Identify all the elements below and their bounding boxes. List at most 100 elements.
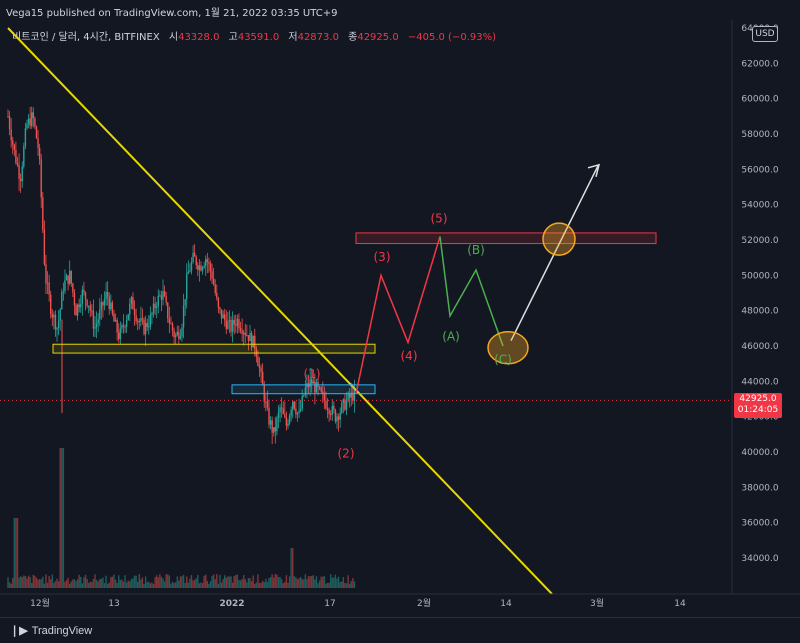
- volume-bar: [352, 578, 354, 588]
- tradingview-logo[interactable]: ❘▶ TradingView: [10, 624, 92, 637]
- volume-bar: [122, 581, 125, 588]
- volume-bar: [205, 574, 207, 588]
- candle-body: [137, 321, 139, 323]
- volume-bar: [331, 577, 333, 588]
- volume-bar: [15, 518, 17, 588]
- candle-body: [336, 416, 338, 422]
- volume-bar: [322, 576, 324, 588]
- candle-body: [186, 273, 188, 300]
- candle-body: [171, 323, 174, 331]
- candle-body: [206, 259, 209, 263]
- candle-body: [325, 400, 327, 409]
- candle-body: [238, 318, 240, 329]
- candle-body: [19, 178, 22, 182]
- volume-bar: [102, 577, 104, 588]
- breakout-circle: [542, 222, 576, 256]
- volume-bar: [40, 579, 42, 588]
- open-label: 시: [168, 32, 179, 43]
- candle-body: [94, 327, 96, 329]
- descending-trendline: [7, 27, 553, 595]
- candle-body: [170, 323, 172, 325]
- volume-bar: [296, 579, 299, 588]
- currency-button[interactable]: USD: [752, 26, 778, 42]
- volume-bar: [12, 578, 14, 588]
- candle-body: [249, 333, 251, 342]
- candle-body: [149, 315, 152, 327]
- volume-bar: [138, 574, 140, 588]
- candle-body: [45, 264, 47, 284]
- volume-bar: [89, 581, 91, 588]
- volume-bar: [285, 575, 288, 588]
- candle-body: [195, 256, 197, 266]
- volume-bar: [54, 581, 57, 588]
- volume-bar: [190, 575, 193, 588]
- volume-bar: [108, 582, 110, 588]
- volume-bar: [32, 574, 35, 588]
- candle-body: [231, 319, 234, 332]
- volume-bar: [50, 579, 52, 588]
- candle-body: [224, 314, 226, 320]
- candle-body: [138, 321, 140, 323]
- volume-bar: [276, 574, 278, 588]
- volume-bar: [311, 576, 313, 588]
- volume-bar: [67, 577, 69, 588]
- candle-body: [293, 401, 296, 409]
- candle-body: [51, 314, 53, 318]
- candle-body: [244, 332, 246, 336]
- candle-body: [329, 414, 332, 416]
- candle-body: [13, 144, 16, 151]
- candle-body: [108, 296, 110, 310]
- volume-bar: [95, 579, 98, 588]
- volume-bar: [81, 583, 84, 588]
- wave-label: (A): [442, 330, 460, 344]
- price-tick-label: 54000.0: [741, 201, 778, 211]
- candle-body: [86, 299, 88, 306]
- volume-bar: [279, 577, 281, 588]
- symbol-name[interactable]: 비트코인 / 달러, 4시간, BITFINEX: [12, 32, 160, 43]
- volume-bar: [127, 580, 129, 588]
- candle-body: [187, 271, 190, 274]
- volume-bar: [334, 574, 337, 588]
- candle-body: [211, 271, 213, 279]
- volume-bar: [314, 579, 316, 588]
- candle-body: [246, 335, 248, 337]
- volume-bar: [35, 577, 38, 588]
- volume-bar: [325, 583, 327, 588]
- volume-bar: [212, 574, 215, 588]
- candle-body: [46, 282, 49, 284]
- volume-bar: [27, 575, 30, 588]
- volume-bar: [179, 576, 182, 588]
- candle-body: [252, 335, 254, 348]
- candle-body: [62, 291, 65, 293]
- volume-bar: [181, 575, 183, 588]
- volume-bar: [84, 574, 87, 588]
- price-tick-label: 50000.0: [741, 271, 778, 281]
- candle-body: [208, 262, 210, 264]
- volume-bar: [252, 575, 254, 588]
- candle-body: [277, 412, 280, 419]
- candle-body: [225, 319, 227, 329]
- candle-body: [344, 399, 346, 410]
- volume-bar: [111, 576, 114, 588]
- close-value: 42925.0: [357, 32, 399, 43]
- time-tick-label: 13: [108, 599, 119, 609]
- candle-body: [141, 318, 144, 320]
- candle-body: [15, 150, 17, 163]
- candle-body: [173, 330, 175, 338]
- candle-body: [350, 392, 352, 398]
- candle-body: [250, 333, 253, 348]
- volume-bar: [149, 583, 152, 588]
- volume-bar: [184, 583, 186, 588]
- price-tick-label: 60000.0: [741, 95, 778, 105]
- wave-label: (3): [374, 250, 391, 264]
- candle-body: [339, 412, 341, 420]
- candle-body: [124, 326, 126, 328]
- candle-body: [288, 415, 291, 424]
- candle-body: [334, 410, 337, 422]
- candle-body: [318, 387, 321, 389]
- volume-bar: [160, 576, 163, 588]
- volume-bar: [277, 576, 280, 588]
- volume-layer: [7, 448, 356, 588]
- candle-body: [268, 407, 270, 425]
